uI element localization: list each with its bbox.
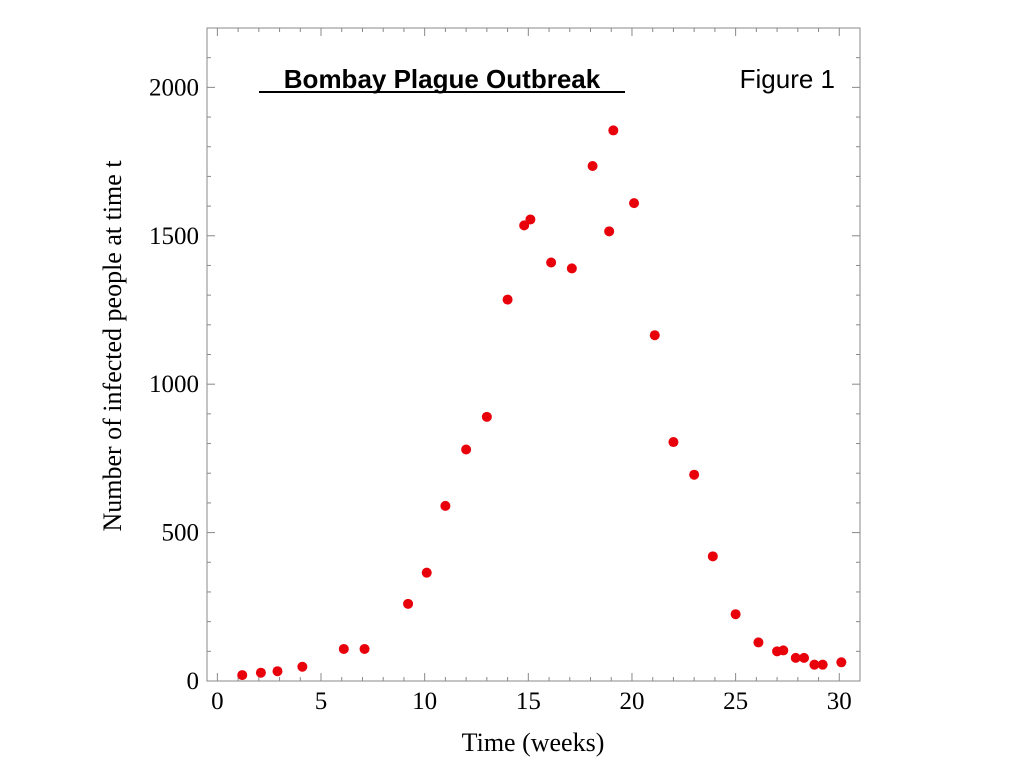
- data-point: [799, 652, 810, 663]
- data-point: [440, 500, 451, 511]
- data-point: [566, 263, 577, 274]
- y-axis-label: Number of infected people at time t: [98, 160, 127, 532]
- data-point: [297, 661, 308, 672]
- x-tick-label: 5: [315, 688, 328, 715]
- data-point: [790, 652, 801, 663]
- data-point: [608, 125, 619, 136]
- points-layer: [237, 125, 847, 681]
- data-point: [272, 666, 283, 677]
- data-point: [519, 220, 530, 231]
- data-point: [629, 198, 640, 209]
- x-tick-label: 15: [516, 688, 541, 715]
- y-tick-label: 1000: [149, 371, 199, 398]
- x-tick-label: 30: [827, 688, 852, 715]
- data-point: [778, 645, 789, 656]
- y-tick-label: 2000: [149, 74, 199, 101]
- figure-label: Figure 1: [740, 64, 835, 94]
- x-tick-label: 20: [619, 688, 644, 715]
- data-point: [817, 659, 828, 670]
- data-point: [649, 330, 660, 341]
- x-tick-label: 10: [412, 688, 437, 715]
- plot-frame: [206, 27, 861, 682]
- data-point: [689, 469, 700, 480]
- data-point: [587, 161, 598, 172]
- data-point: [481, 411, 492, 422]
- data-point: [255, 667, 266, 678]
- data-point: [403, 598, 414, 609]
- data-point: [730, 609, 741, 620]
- y-tick-label: 1500: [149, 223, 199, 250]
- data-point: [836, 657, 847, 668]
- data-point: [753, 637, 764, 648]
- x-tick-label: 25: [723, 688, 748, 715]
- data-point: [502, 294, 513, 305]
- chart-title: Bombay Plague Outbreak: [284, 64, 601, 94]
- data-point: [525, 214, 536, 225]
- data-point: [707, 551, 718, 562]
- x-tick-label: 0: [211, 688, 224, 715]
- data-point: [237, 670, 248, 681]
- x-axis-label: Time (weeks): [462, 728, 605, 757]
- data-point: [338, 643, 349, 654]
- data-point: [668, 437, 679, 448]
- y-tick-label: 500: [162, 520, 200, 547]
- data-point: [546, 257, 557, 268]
- data-point: [359, 643, 370, 654]
- data-point: [604, 226, 615, 237]
- y-tick-label: 0: [187, 668, 200, 695]
- ticks-layer: 0 5 10 15 20 25 30 0 500 1000 1500 2000: [149, 27, 861, 715]
- data-point: [461, 444, 472, 455]
- data-point: [809, 659, 820, 670]
- data-point: [421, 567, 432, 578]
